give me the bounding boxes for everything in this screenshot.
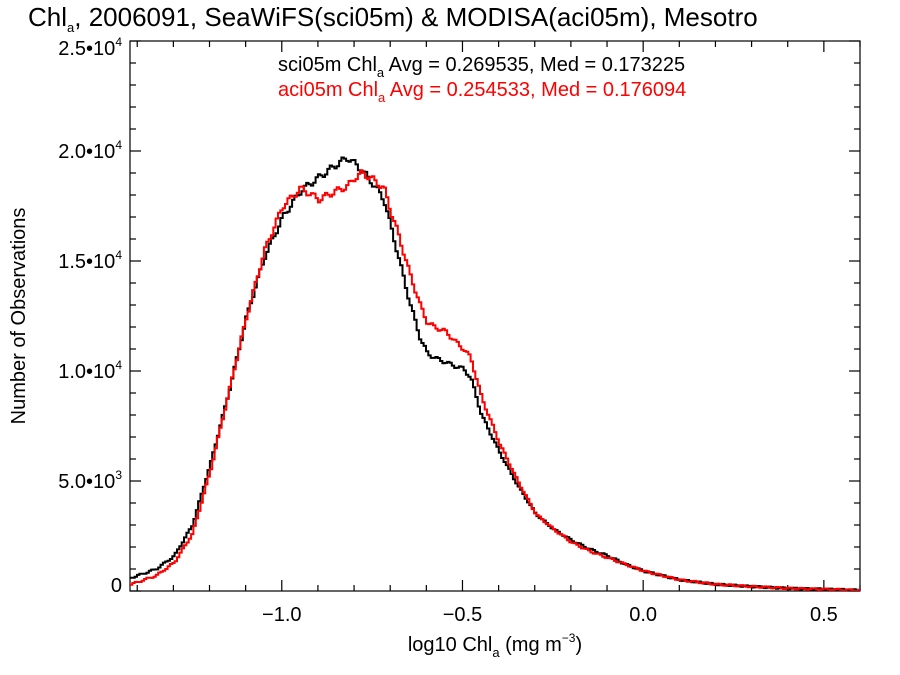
annotation-aci05m: aci05m Chla Avg = 0.254533, Med = 0.1760…	[278, 79, 686, 105]
xlabel-mid: (mg m	[500, 634, 562, 656]
y-tick-label: 1.0•104	[58, 358, 122, 383]
series-line-1	[130, 169, 860, 591]
x-tick-label: 0.0	[629, 604, 657, 626]
x-tick-label: −1.0	[262, 604, 301, 626]
title-main: Chl	[28, 2, 67, 32]
title-rest: , 2006091, SeaWiFS(sci05m) & MODISA(aci0…	[74, 2, 757, 32]
y-tick-label: 2.5•104	[58, 35, 122, 60]
annotation-sci05m: sci05m Chla Avg = 0.269535, Med = 0.1732…	[278, 54, 685, 80]
y-tick-labels: 0 5.0•103 1.0•104 1.5•104 2.0•104 2.5•104	[58, 35, 122, 597]
y-tick-label: 1.5•104	[58, 248, 122, 273]
x-tick-labels: −1.0 −0.5 0.0 0.5	[262, 604, 838, 626]
annotation-sci05m-pre: sci05m Chl	[278, 54, 377, 76]
plot-frame	[129, 40, 861, 592]
xlabel-pre: log10 Chl	[408, 634, 493, 656]
y-axis-label: Number of Observations	[8, 208, 30, 425]
x-tick-label: 0.5	[810, 604, 838, 626]
y-tick-label: 5.0•103	[58, 468, 122, 493]
xlabel-sub: a	[492, 645, 500, 660]
axis-ticks	[130, 40, 861, 592]
xlabel-post: )	[575, 634, 582, 656]
x-axis-label: log10 Chla (mg m−3)	[408, 631, 582, 660]
x-tick-label: −0.5	[443, 604, 482, 626]
annotation-aci05m-post: Avg = 0.254533, Med = 0.176094	[385, 79, 686, 101]
annotation-sci05m-post: Avg = 0.269535, Med = 0.173225	[384, 54, 685, 76]
chart-title: Chla, 2006091, SeaWiFS(sci05m) & MODISA(…	[28, 2, 758, 35]
series-group	[130, 156, 860, 591]
annotation-sci05m-sub: a	[377, 65, 385, 80]
title-sub: a	[67, 20, 75, 35]
series-line-0	[130, 156, 860, 591]
y-tick-label: 0	[111, 575, 122, 597]
y-tick-label: 2.0•104	[58, 138, 122, 163]
annotation-aci05m-sub: a	[378, 90, 386, 105]
xlabel-sup: −3	[562, 631, 576, 645]
annotation-aci05m-pre: aci05m Chl	[278, 79, 378, 101]
